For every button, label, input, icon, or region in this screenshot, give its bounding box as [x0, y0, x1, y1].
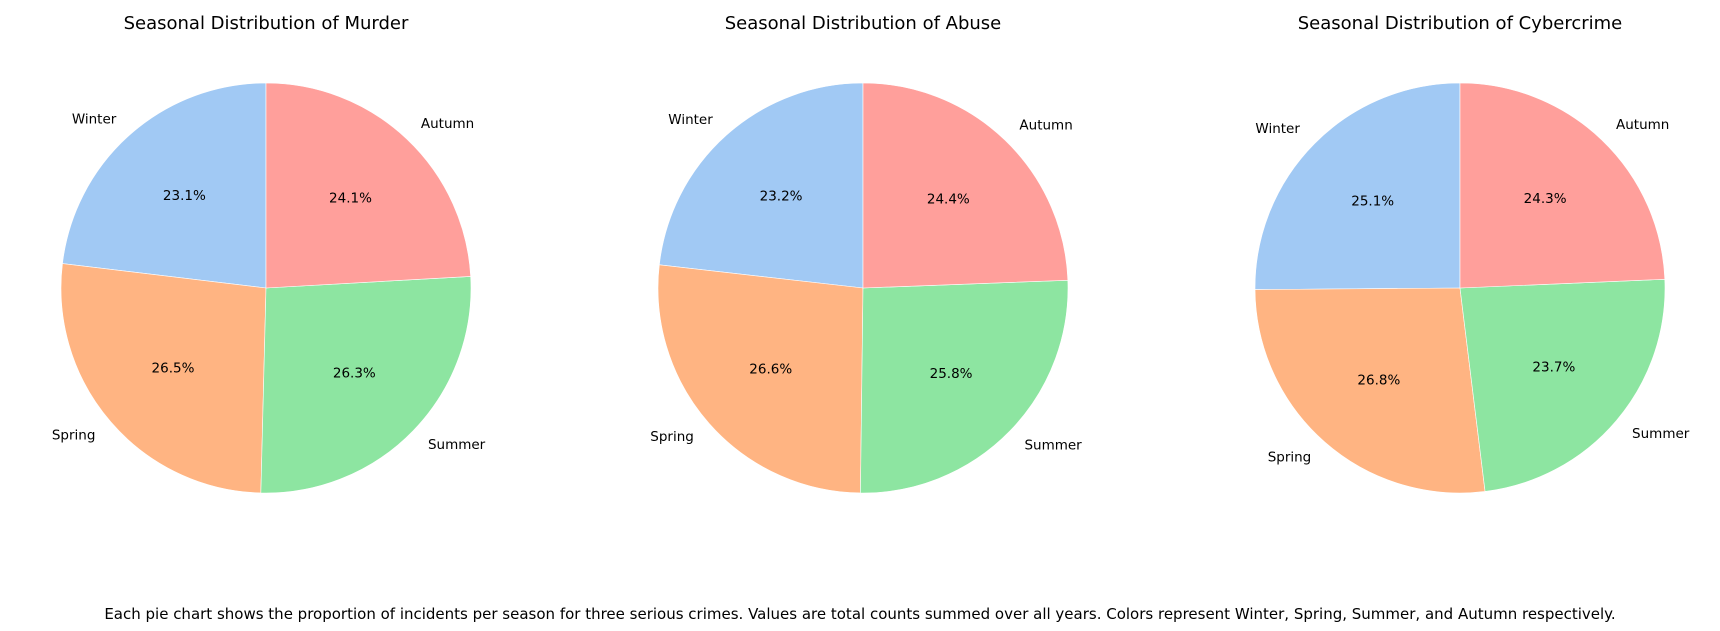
pie-slice-autumn [862, 82, 1069, 289]
slice-percent-autumn: 24.4% [927, 191, 970, 207]
slice-label-autumn: Autumn [421, 116, 474, 132]
pie-slice-summer [860, 279, 1069, 494]
pie-slice-autumn [1459, 82, 1666, 289]
pie-slice-winter [1254, 82, 1461, 290]
pie-slice-spring [1254, 287, 1486, 494]
slice-label-spring: Spring [52, 428, 96, 444]
slice-percent-spring: 26.8% [1357, 372, 1400, 388]
slice-percent-summer: 23.7% [1532, 360, 1575, 376]
slice-label-summer: Summer [428, 437, 486, 453]
slice-percent-spring: 26.6% [749, 361, 792, 377]
slice-label-summer: Summer [1632, 426, 1690, 442]
slice-percent-winter: 25.1% [1351, 193, 1394, 209]
pie-chart-1: Seasonal Distribution of Murder Winter 23.… [52, 13, 486, 494]
pie-slice-spring [657, 264, 864, 494]
slice-percent-winter: 23.1% [163, 188, 206, 204]
pie-slice-spring [60, 263, 267, 494]
chart-title: Seasonal Distribution of Murder [124, 13, 409, 34]
pie-chart-2: Seasonal Distribution of Abuse Winter 23.2… [650, 13, 1082, 494]
slice-percent-summer: 26.3% [333, 366, 376, 382]
pie-slice-winter [658, 82, 864, 289]
pie-slice-summer [1459, 278, 1666, 492]
slice-percent-autumn: 24.1% [329, 191, 372, 207]
slice-label-winter: Winter [1255, 121, 1300, 137]
slice-label-summer: Summer [1024, 437, 1082, 453]
chart-title: Seasonal Distribution of Cybercrime [1298, 13, 1623, 34]
pie-chart-3: Seasonal Distribution of Cybercrime Winte… [1254, 13, 1690, 494]
slice-percent-spring: 26.5% [152, 360, 195, 376]
slice-label-autumn: Autumn [1616, 117, 1669, 133]
slice-percent-summer: 25.8% [930, 366, 973, 382]
slice-label-autumn: Autumn [1019, 118, 1072, 134]
slice-label-winter: Winter [668, 112, 713, 128]
slice-percent-winter: 23.2% [760, 188, 803, 204]
figure-caption: Each pie chart shows the proportion of i… [104, 605, 1616, 623]
pie-slice-winter [62, 82, 267, 289]
pie-slice-autumn [265, 82, 471, 289]
pie-slice-summer [260, 276, 472, 494]
slice-label-winter: Winter [72, 111, 117, 127]
slice-label-spring: Spring [1268, 450, 1312, 466]
slice-label-spring: Spring [650, 429, 694, 445]
chart-title: Seasonal Distribution of Abuse [725, 13, 1002, 34]
slice-percent-autumn: 24.3% [1524, 191, 1567, 207]
